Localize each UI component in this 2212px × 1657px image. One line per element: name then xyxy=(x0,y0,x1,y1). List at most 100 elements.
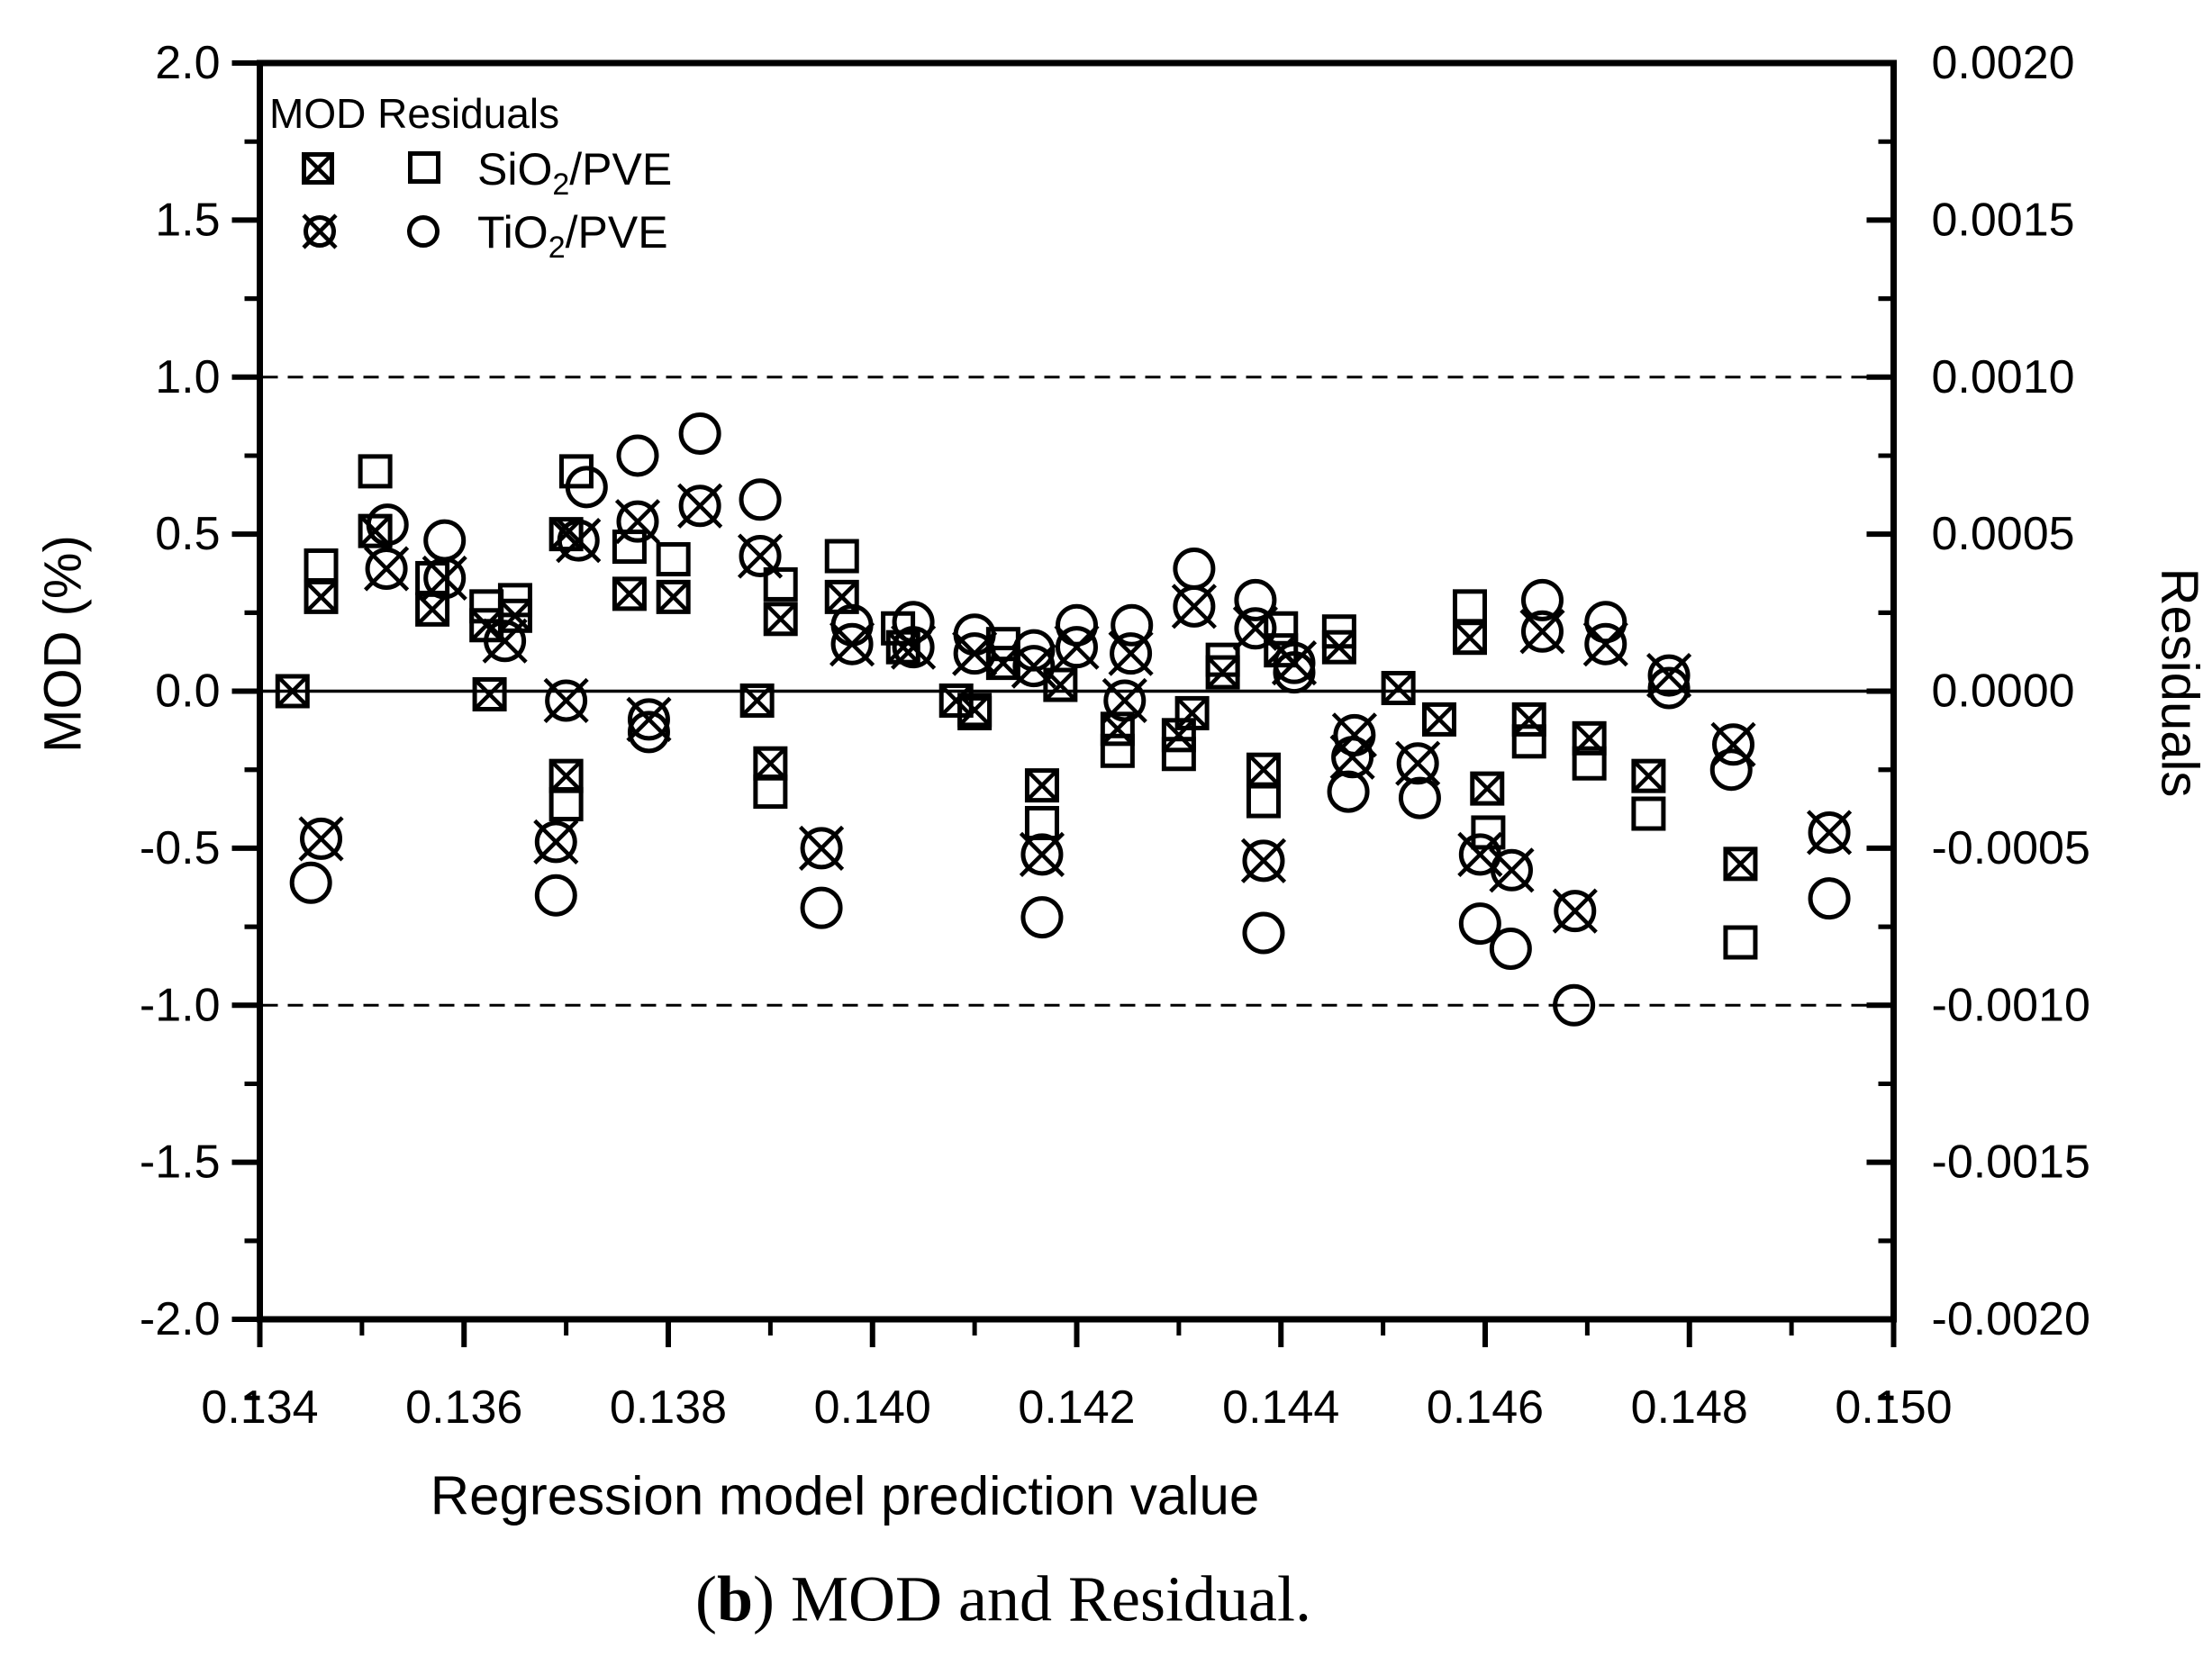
data-point-mod-sio2-pve-cross xyxy=(549,518,583,551)
data-point-mod-tio2-pve-cross xyxy=(737,533,784,579)
data-point-mod-tio2-pve-cross xyxy=(1552,888,1598,934)
data-point-residuals-tio2-pve xyxy=(830,603,874,647)
data-point-mod-sio2-pve-cross xyxy=(939,684,973,718)
data-point-mod-tio2-pve xyxy=(484,620,527,663)
data-point-mod-tio2-pve-cross xyxy=(1395,740,1441,786)
data-point-mod-sio2-pve xyxy=(612,576,647,611)
y-right-tick-label: 0.0005 xyxy=(1932,508,2075,560)
data-point-residuals-tio2-pve xyxy=(1647,666,1691,710)
x-tick-label: 0.150 xyxy=(1835,1381,1952,1434)
legend-label-sio2-pve: SiO2/PVE xyxy=(477,143,673,200)
y-right-tick-label: -0.0015 xyxy=(1932,1136,2090,1189)
data-point-residuals-tio2-pve xyxy=(1398,776,1441,819)
data-point-residuals-sio2-pve xyxy=(304,548,339,583)
data-point-mod-sio2-pve-cross xyxy=(1422,702,1456,736)
data-point-mod-sio2-pve xyxy=(275,674,310,709)
data-point-residuals-sio2-pve xyxy=(548,787,584,822)
legend-label-sio2-sub: 2 xyxy=(552,168,570,202)
data-point-mod-tio2-pve-cross xyxy=(798,825,845,871)
legend-title: MOD Residuals xyxy=(269,90,560,137)
data-point-residuals-sio2-pve xyxy=(1631,796,1666,831)
y-left-tick-label: 1.5 xyxy=(155,194,220,246)
data-point-mod-tio2-pve xyxy=(830,622,874,666)
data-point-mod-tio2-pve-cross xyxy=(1019,831,1065,877)
legend-label-tio2-sub: 2 xyxy=(548,231,566,265)
x-tick-label: 0.148 xyxy=(1631,1381,1748,1434)
legend-marker-residual-tio2 xyxy=(407,215,440,248)
data-point-mod-sio2-pve-cross xyxy=(1382,671,1415,705)
data-point-mod-sio2-pve xyxy=(1511,702,1546,737)
data-point-residuals-tio2-pve xyxy=(1458,902,1501,946)
x-tick-label: 0.146 xyxy=(1427,1381,1544,1434)
data-point-residuals-tio2-pve xyxy=(627,711,670,754)
data-point-mod-tio2-pve-cross xyxy=(1329,734,1375,780)
data-point-mod-sio2-pve xyxy=(472,676,507,711)
data-point-residuals-sio2-pve xyxy=(1321,614,1356,649)
data-point-mod-tio2-pve-cross xyxy=(1171,584,1217,629)
data-point-mod-sio2-pve-cross xyxy=(1724,847,1757,881)
x-tick-label: 0.138 xyxy=(610,1381,727,1434)
data-point-residuals-tio2-pve xyxy=(1111,603,1154,647)
data-point-mod-tio2-pve-cross xyxy=(1331,712,1377,758)
data-point-residuals-sio2-pve xyxy=(358,454,393,489)
legend-label-sio2-suffix: /PVE xyxy=(569,144,673,195)
y-left-tick-label: -1.5 xyxy=(140,1136,221,1189)
y-left-tick-label: 0.5 xyxy=(155,508,220,560)
data-point-mod-sio2-pve-cross xyxy=(1162,719,1195,752)
data-point-residuals-tio2-pve xyxy=(1489,927,1532,970)
data-point-mod-sio2-pve-cross xyxy=(1206,656,1239,689)
data-point-residuals-tio2-pve xyxy=(1709,748,1753,792)
data-point-mod-tio2-pve xyxy=(557,519,600,562)
legend-label-tio2-pve: TiO2/PVE xyxy=(477,206,668,263)
data-point-mod-sio2-pve-cross xyxy=(304,580,338,613)
data-point-mod-tio2-pve xyxy=(1584,622,1627,666)
data-point-mod-sio2-pve-cross xyxy=(657,580,690,613)
data-point-mod-sio2-pve-cross xyxy=(1247,753,1281,786)
legend-label-sio2-main: SiO xyxy=(477,144,553,195)
y-right-tick-label: 0.0015 xyxy=(1932,194,2075,246)
data-point-mod-tio2-pve-cross xyxy=(1645,652,1692,699)
legend-marker-mod-sio2 xyxy=(302,152,334,185)
data-point-mod-sio2-pve-cross xyxy=(754,747,787,780)
data-point-residuals-tio2-pve xyxy=(366,503,409,547)
data-point-mod-sio2-pve xyxy=(1470,771,1505,806)
data-point-mod-sio2-pve xyxy=(1043,667,1078,702)
data-point-mod-sio2-pve-cross xyxy=(1175,696,1209,730)
data-point-mod-sio2-pve-cross xyxy=(764,602,797,636)
data-point-mod-tio2-pve-cross xyxy=(1710,721,1756,767)
data-point-mod-tio2-pve-cross xyxy=(1489,847,1535,893)
data-point-residuals-tio2-pve xyxy=(1520,578,1564,621)
data-point-residuals-tio2-pve xyxy=(1242,911,1285,955)
data-point-mod-tio2-pve-cross xyxy=(482,618,528,664)
data-point-mod-tio2-pve xyxy=(616,500,659,543)
data-point-mod-tio2-pve-cross xyxy=(422,555,467,602)
data-point-mod-sio2-pve-cross xyxy=(1044,668,1077,702)
data-point-mod-sio2-pve-cross xyxy=(1453,621,1487,655)
data-point-residuals-sio2-pve xyxy=(1264,611,1299,646)
data-point-mod-tio2-pve-cross xyxy=(1240,838,1287,883)
data-point-mod-sio2-pve-cross xyxy=(612,577,647,611)
data-point-residuals-sio2-pve xyxy=(1723,925,1758,960)
data-point-residuals-tio2-pve xyxy=(1553,983,1596,1027)
legend-label-tio2-suffix: /PVE xyxy=(565,207,668,258)
data-point-mod-sio2-pve-cross xyxy=(416,593,449,626)
y-right-tick-label: -0.0010 xyxy=(1932,979,2090,1031)
data-point-mod-sio2-pve xyxy=(1174,695,1210,730)
y-right-tick-label: -0.0020 xyxy=(1932,1293,2090,1345)
data-point-mod-tio2-pve xyxy=(1554,890,1597,933)
data-point-mod-sio2-pve xyxy=(938,683,974,718)
data-point-mod-tio2-pve xyxy=(1242,839,1285,883)
data-point-mod-tio2-pve xyxy=(1012,645,1056,688)
data-point-residuals-sio2-pve xyxy=(1511,724,1546,759)
data-point-mod-tio2-pve-cross xyxy=(1271,640,1318,686)
data-point-mod-sio2-pve xyxy=(1631,758,1666,793)
data-point-residuals-sio2-pve xyxy=(763,566,798,602)
data-point-residuals-tio2-pve xyxy=(800,886,843,929)
data-point-mod-sio2-pve-cross xyxy=(1632,759,1665,792)
data-point-mod-tio2-pve-cross xyxy=(677,483,723,529)
data-point-mod-sio2-pve-cross xyxy=(740,684,774,718)
data-point-mod-tio2-pve xyxy=(1647,654,1691,697)
data-point-mod-tio2-pve xyxy=(1396,742,1439,785)
